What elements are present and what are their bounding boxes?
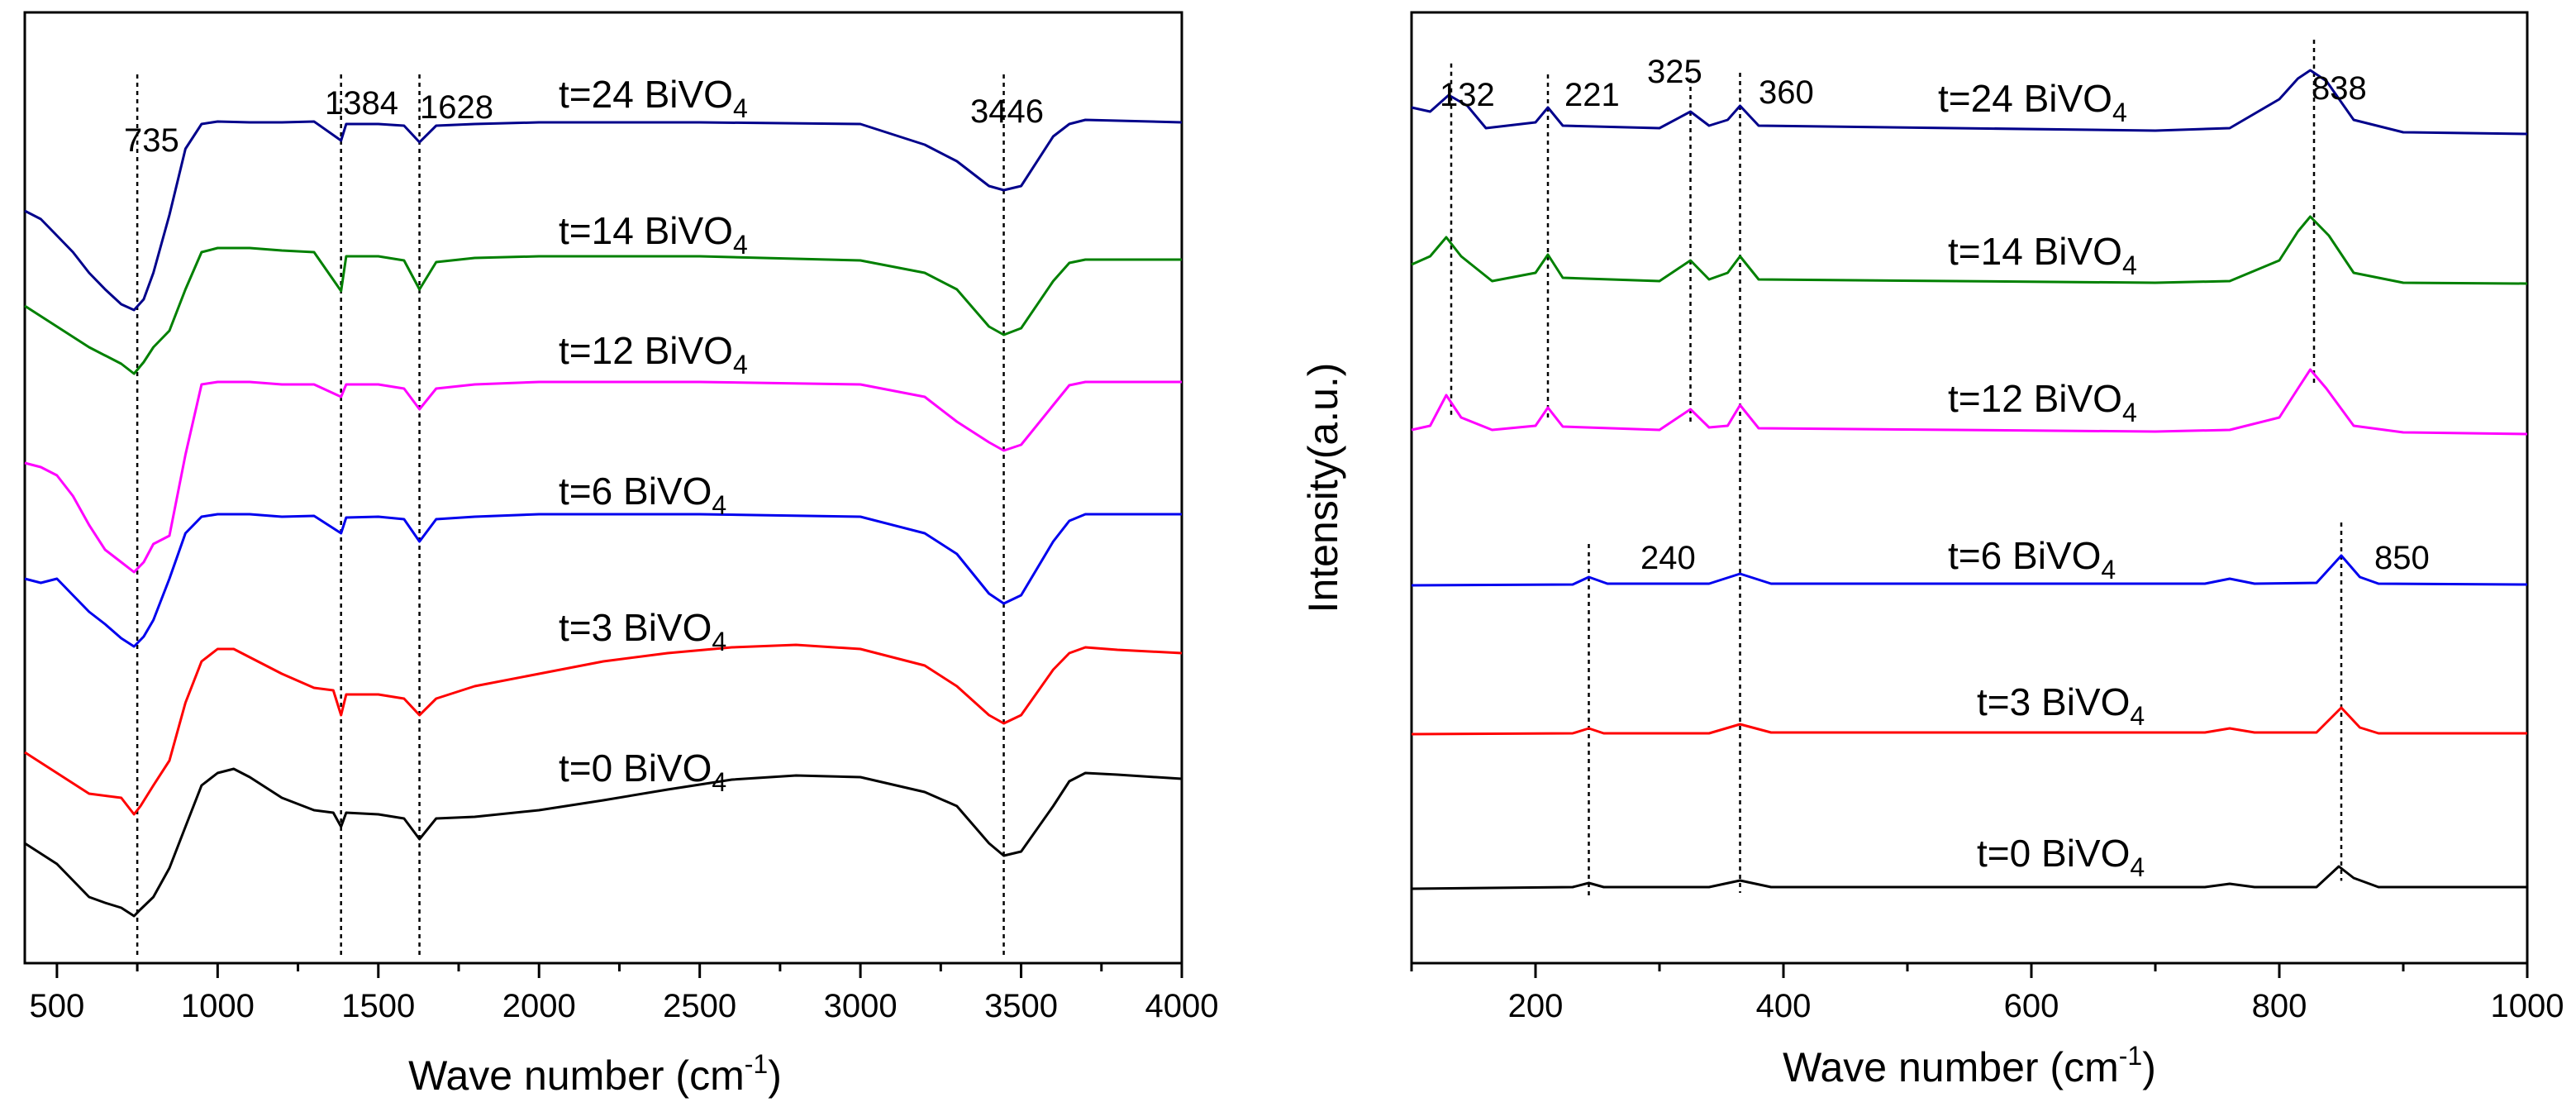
ftir-label-t14: t=14 BiVO4 xyxy=(559,209,748,260)
ftir-series-line-2 xyxy=(24,513,1182,648)
raman-peak-label-240: 240 xyxy=(1640,540,1696,576)
raman-series-line-4 xyxy=(1411,215,2528,285)
ftir-tick-label-6: 3500 xyxy=(984,988,1058,1024)
raman-tick-label-1: 400 xyxy=(1756,988,1812,1024)
raman-label-t24: t=24 BiVO4 xyxy=(1938,77,2127,127)
ftir-series-group xyxy=(24,118,1183,918)
raman-tick-label-0: 200 xyxy=(1508,988,1564,1024)
raman-peak-label-838: 838 xyxy=(2312,70,2367,107)
ftir-series-line-5 xyxy=(24,118,1183,312)
ftir-x-axis-label: Wave number (cm-1) xyxy=(408,1049,782,1099)
ftir-series-line-3 xyxy=(24,380,1182,574)
raman-series-line-3 xyxy=(1411,368,2528,436)
raman-panel: 200 400 600 800 1000 132 221 325 360 838 240… xyxy=(1300,11,2564,1090)
ftir-peak-label-3446: 3446 xyxy=(970,93,1044,130)
raman-series-line-2 xyxy=(1411,554,2528,587)
ftir-peak-lines xyxy=(136,74,1005,955)
ftir-tick-label-3: 2000 xyxy=(502,988,576,1024)
ftir-label-t0: t=0 BiVO4 xyxy=(559,747,726,797)
raman-y-axis-label: Intensity(a.u.) xyxy=(1300,363,1346,613)
raman-x-axis-label: Wave number (cm-1) xyxy=(1783,1041,2156,1090)
ftir-peak-label-735: 735 xyxy=(124,122,179,159)
ftir-label-t3: t=3 BiVO4 xyxy=(559,606,726,656)
raman-peak-label-850: 850 xyxy=(2374,540,2430,576)
raman-peak-label-360: 360 xyxy=(1759,74,1814,111)
raman-series-group xyxy=(1411,69,2528,890)
ftir-label-t6: t=6 BiVO4 xyxy=(559,470,726,520)
raman-label-t6: t=6 BiVO4 xyxy=(1948,534,2116,585)
ftir-series-line-0 xyxy=(24,767,1183,918)
raman-peak-lines xyxy=(1450,40,2343,895)
raman-tick-label-2: 600 xyxy=(2004,988,2059,1024)
raman-label-t14: t=14 BiVO4 xyxy=(1948,230,2137,280)
ftir-peak-label-1628: 1628 xyxy=(420,89,493,126)
ftir-x-ticks: 500 1000 1500 2000 2500 3000 3500 4000 xyxy=(30,963,1219,1024)
ftir-tick-label-0: 500 xyxy=(30,988,85,1024)
ftir-panel: 500 1000 1500 2000 2500 3000 3500 4000 735 1384… xyxy=(23,11,1219,1099)
ftir-peak-label-1384: 1384 xyxy=(325,85,398,122)
ftir-series-line-4 xyxy=(24,246,1182,375)
raman-label-t12: t=12 BiVO4 xyxy=(1948,377,2137,427)
ftir-tick-label-1: 1000 xyxy=(181,988,255,1024)
raman-series-line-5 xyxy=(1411,69,2528,136)
ftir-label-t24: t=24 BiVO4 xyxy=(559,73,748,123)
raman-peak-label-221: 221 xyxy=(1564,77,1620,113)
raman-plot-frame xyxy=(1410,11,2529,965)
ftir-tick-label-5: 3000 xyxy=(824,988,898,1024)
raman-tick-label-4: 1000 xyxy=(2491,988,2564,1024)
raman-series-line-0 xyxy=(1411,865,2527,890)
raman-peak-label-132: 132 xyxy=(1440,77,1495,113)
raman-series-line-1 xyxy=(1411,706,2527,736)
raman-label-t3: t=3 BiVO4 xyxy=(1977,680,2145,731)
ftir-series-line-1 xyxy=(24,643,1183,816)
raman-label-t0: t=0 BiVO4 xyxy=(1977,832,2145,882)
ftir-label-t12: t=12 BiVO4 xyxy=(559,329,748,379)
ftir-tick-label-7: 4000 xyxy=(1145,988,1219,1024)
raman-x-ticks: 200 400 600 800 1000 xyxy=(1410,963,2564,1024)
ftir-tick-label-4: 2500 xyxy=(663,988,736,1024)
raman-tick-label-3: 800 xyxy=(2252,988,2307,1024)
raman-peak-label-325: 325 xyxy=(1647,54,1702,90)
ftir-plot-frame xyxy=(23,11,1183,965)
ftir-tick-label-2: 1500 xyxy=(341,988,415,1024)
